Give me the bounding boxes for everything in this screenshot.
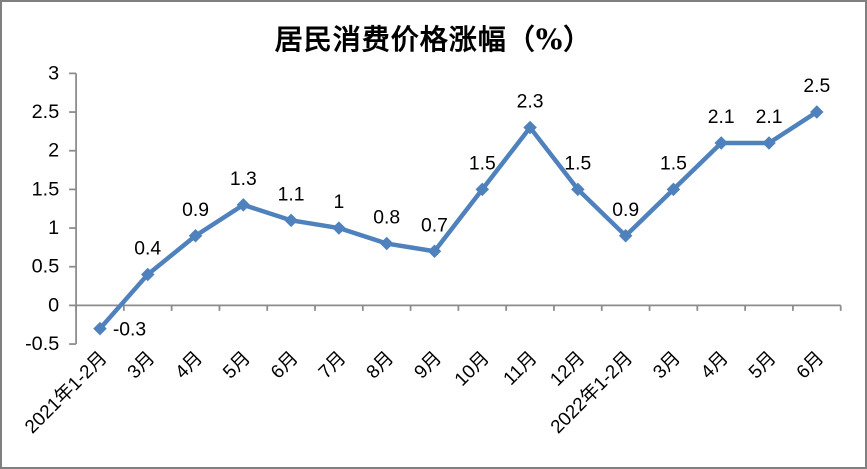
x-tick-label: 6月 xyxy=(266,347,302,383)
series-line xyxy=(97,109,820,331)
y-tick-label: 3 xyxy=(48,62,59,84)
data-label: 0.8 xyxy=(373,208,400,229)
data-point-marker xyxy=(427,244,442,258)
data-label: 1 xyxy=(334,192,345,213)
x-tick-label: 4月 xyxy=(171,347,207,383)
x-tick-label: 5月 xyxy=(744,347,780,383)
data-point-marker xyxy=(332,221,346,235)
x-tick-label: 4月 xyxy=(696,347,732,383)
x-tick-label: 11月 xyxy=(499,347,541,389)
data-label: 2.1 xyxy=(756,107,783,128)
y-tick-label: 0.5 xyxy=(32,256,60,278)
data-label: 0.9 xyxy=(182,200,209,221)
data-label: 2.1 xyxy=(708,107,735,128)
data-point-marker xyxy=(666,182,681,197)
data-label: 1.1 xyxy=(278,184,305,205)
data-label: 0.4 xyxy=(134,239,161,260)
x-tick-label: 3月 xyxy=(123,347,159,383)
x-tick-label: 5月 xyxy=(219,347,255,383)
data-label: 0.7 xyxy=(421,215,448,236)
data-label: 1.5 xyxy=(469,154,496,175)
data-point-marker xyxy=(618,229,633,243)
data-label: 2.3 xyxy=(517,92,544,113)
y-tick-label: 2 xyxy=(48,140,59,162)
data-label: 1.5 xyxy=(564,154,591,175)
data-point-marker xyxy=(188,229,203,243)
data-point-marker xyxy=(379,236,394,251)
x-tick-label: 9月 xyxy=(410,347,446,383)
x-tick-label: 12月 xyxy=(546,347,589,390)
data-label: 2.5 xyxy=(803,76,830,97)
y-tick-label: 1.5 xyxy=(32,178,60,200)
x-tick-label: 8月 xyxy=(362,347,398,383)
x-tick-label: 7月 xyxy=(314,347,350,383)
y-tick-label: 2.5 xyxy=(32,101,60,123)
y-tick-label: 1 xyxy=(48,217,59,239)
data-point-marker xyxy=(523,120,537,135)
y-tick-label: 0 xyxy=(48,294,59,316)
data-label: 0.9 xyxy=(612,200,639,221)
data-label: -0.3 xyxy=(113,320,146,341)
data-point-marker xyxy=(93,321,107,336)
data-point-marker xyxy=(236,198,251,212)
data-label: 1.5 xyxy=(660,154,687,175)
x-tick-label: 6月 xyxy=(792,347,828,383)
data-point-marker xyxy=(714,136,728,150)
x-tick-label: 10月 xyxy=(450,347,493,390)
data-point-marker xyxy=(475,182,490,197)
x-tick-label: 3月 xyxy=(649,347,685,383)
y-tick-label: -0.5 xyxy=(25,333,59,355)
x-tick-label: 2021年1-2月 xyxy=(20,347,110,437)
data-point-marker xyxy=(284,213,298,228)
data-point-marker xyxy=(141,267,155,282)
data-label: 1.3 xyxy=(230,169,257,190)
